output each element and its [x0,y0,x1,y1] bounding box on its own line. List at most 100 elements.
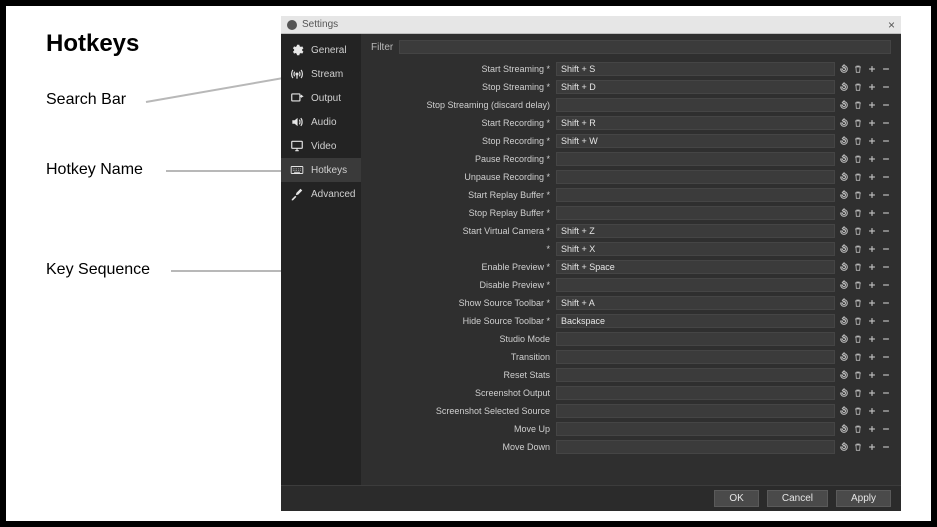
hotkey-input[interactable] [556,152,835,166]
clear-icon[interactable] [853,225,863,237]
revert-icon[interactable] [839,99,849,111]
remove-icon[interactable] [881,135,891,147]
sidebar-item-audio[interactable]: Audio [281,110,361,134]
hotkey-input[interactable] [556,440,835,454]
hotkey-input[interactable] [556,62,835,76]
hotkey-input[interactable] [556,116,835,130]
remove-icon[interactable] [881,423,891,435]
clear-icon[interactable] [853,423,863,435]
clear-icon[interactable] [853,243,863,255]
hotkey-input[interactable] [556,206,835,220]
add-icon[interactable] [867,99,877,111]
clear-icon[interactable] [853,441,863,453]
hotkey-input[interactable] [556,332,835,346]
add-icon[interactable] [867,63,877,75]
sidebar-item-stream[interactable]: Stream [281,62,361,86]
remove-icon[interactable] [881,207,891,219]
add-icon[interactable] [867,387,877,399]
clear-icon[interactable] [853,405,863,417]
sidebar-item-general[interactable]: General [281,38,361,62]
clear-icon[interactable] [853,369,863,381]
add-icon[interactable] [867,441,877,453]
remove-icon[interactable] [881,261,891,273]
hotkey-input[interactable] [556,224,835,238]
apply-button[interactable]: Apply [836,490,891,507]
hotkey-input[interactable] [556,314,835,328]
revert-icon[interactable] [839,261,849,273]
hotkey-input[interactable] [556,260,835,274]
add-icon[interactable] [867,207,877,219]
remove-icon[interactable] [881,405,891,417]
add-icon[interactable] [867,315,877,327]
remove-icon[interactable] [881,369,891,381]
hotkey-input[interactable] [556,188,835,202]
revert-icon[interactable] [839,351,849,363]
revert-icon[interactable] [839,297,849,309]
add-icon[interactable] [867,279,877,291]
add-icon[interactable] [867,351,877,363]
hotkey-input[interactable] [556,386,835,400]
add-icon[interactable] [867,189,877,201]
remove-icon[interactable] [881,333,891,345]
remove-icon[interactable] [881,171,891,183]
hotkey-input[interactable] [556,422,835,436]
clear-icon[interactable] [853,63,863,75]
add-icon[interactable] [867,369,877,381]
hotkey-input[interactable] [556,296,835,310]
hotkey-input[interactable] [556,98,835,112]
clear-icon[interactable] [853,189,863,201]
hotkey-input[interactable] [556,368,835,382]
clear-icon[interactable] [853,153,863,165]
revert-icon[interactable] [839,225,849,237]
revert-icon[interactable] [839,423,849,435]
add-icon[interactable] [867,153,877,165]
clear-icon[interactable] [853,279,863,291]
revert-icon[interactable] [839,63,849,75]
revert-icon[interactable] [839,441,849,453]
hotkey-input[interactable] [556,278,835,292]
sidebar-item-hotkeys[interactable]: Hotkeys [281,158,361,182]
revert-icon[interactable] [839,207,849,219]
sidebar-item-output[interactable]: Output [281,86,361,110]
clear-icon[interactable] [853,81,863,93]
add-icon[interactable] [867,423,877,435]
revert-icon[interactable] [839,135,849,147]
hotkey-input[interactable] [556,170,835,184]
add-icon[interactable] [867,243,877,255]
remove-icon[interactable] [881,81,891,93]
clear-icon[interactable] [853,135,863,147]
ok-button[interactable]: OK [714,490,758,507]
remove-icon[interactable] [881,99,891,111]
remove-icon[interactable] [881,279,891,291]
remove-icon[interactable] [881,117,891,129]
revert-icon[interactable] [839,243,849,255]
sidebar-item-advanced[interactable]: Advanced [281,182,361,206]
remove-icon[interactable] [881,315,891,327]
add-icon[interactable] [867,297,877,309]
clear-icon[interactable] [853,297,863,309]
revert-icon[interactable] [839,189,849,201]
hotkey-input[interactable] [556,404,835,418]
hotkey-input[interactable] [556,134,835,148]
remove-icon[interactable] [881,225,891,237]
revert-icon[interactable] [839,369,849,381]
add-icon[interactable] [867,333,877,345]
add-icon[interactable] [867,135,877,147]
revert-icon[interactable] [839,333,849,345]
add-icon[interactable] [867,117,877,129]
hotkey-input[interactable] [556,350,835,364]
remove-icon[interactable] [881,243,891,255]
close-icon[interactable]: × [888,18,895,32]
revert-icon[interactable] [839,81,849,93]
clear-icon[interactable] [853,315,863,327]
clear-icon[interactable] [853,207,863,219]
clear-icon[interactable] [853,261,863,273]
revert-icon[interactable] [839,387,849,399]
clear-icon[interactable] [853,117,863,129]
hotkey-input[interactable] [556,80,835,94]
add-icon[interactable] [867,81,877,93]
clear-icon[interactable] [853,171,863,183]
add-icon[interactable] [867,405,877,417]
add-icon[interactable] [867,261,877,273]
revert-icon[interactable] [839,405,849,417]
